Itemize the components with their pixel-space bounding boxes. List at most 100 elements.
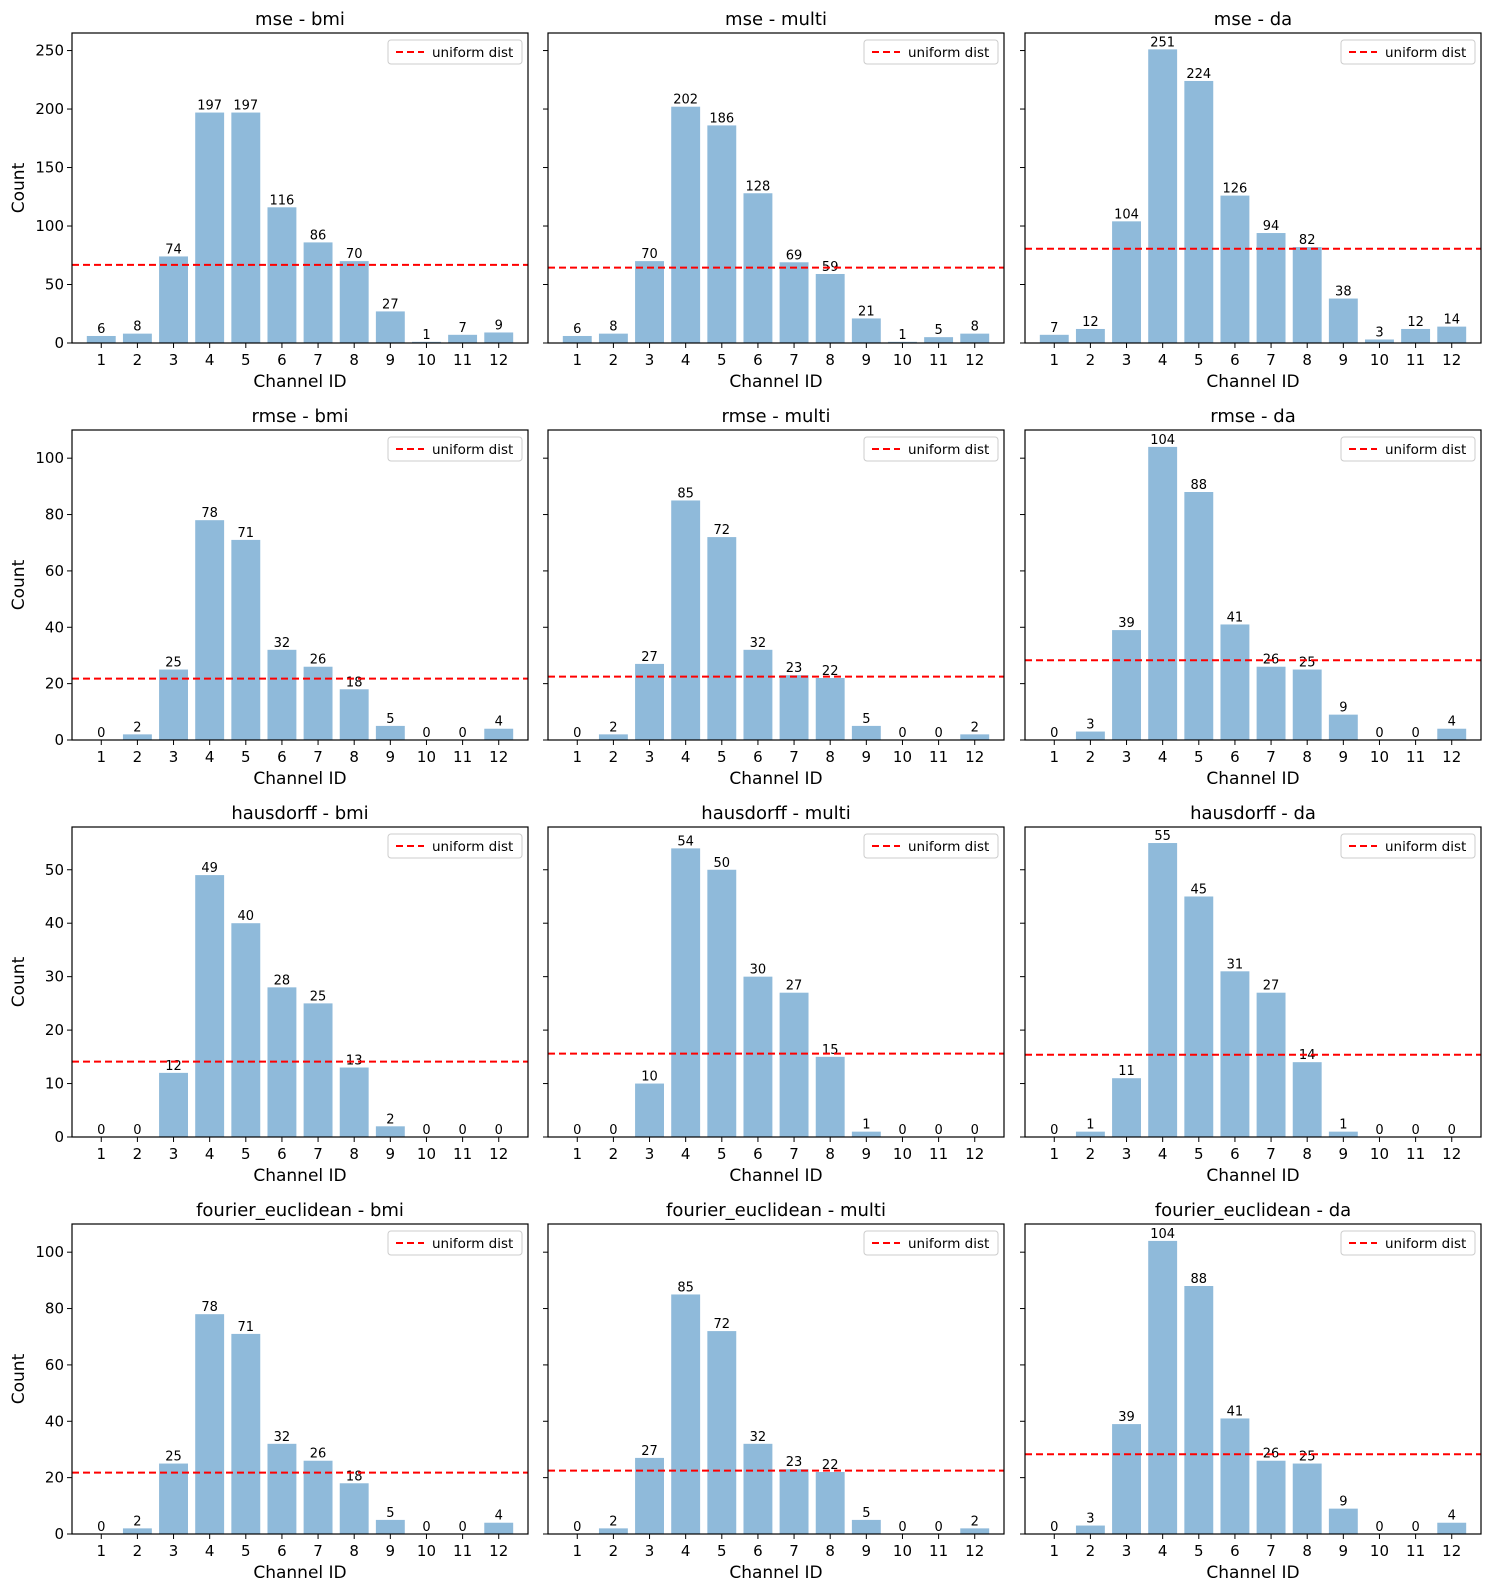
legend-label: uniform dist bbox=[432, 1236, 513, 1252]
legend-label: uniform dist bbox=[908, 45, 989, 61]
x-tick-label: 9 bbox=[862, 748, 872, 766]
x-tick-label: 3 bbox=[1122, 351, 1132, 369]
bar bbox=[1292, 1062, 1322, 1137]
bar bbox=[779, 675, 809, 740]
bar-value-label: 116 bbox=[270, 193, 295, 208]
bar-value-label: 5 bbox=[386, 1506, 394, 1521]
bar-value-label: 0 bbox=[934, 726, 942, 741]
bar-value-label: 86 bbox=[310, 228, 327, 243]
bar-value-label: 2 bbox=[609, 720, 617, 735]
x-tick-label: 1 bbox=[1049, 1542, 1059, 1560]
x-tick-label: 6 bbox=[1230, 1145, 1240, 1163]
x-tick-label: 4 bbox=[205, 1145, 215, 1163]
legend-box bbox=[863, 833, 999, 859]
bar bbox=[707, 537, 737, 740]
bar-value-label: 4 bbox=[495, 715, 503, 730]
bar-value-label: 3 bbox=[1086, 718, 1094, 733]
x-tick-label: 11 bbox=[453, 1542, 472, 1560]
bar-value-label: 14 bbox=[1443, 313, 1460, 328]
bar bbox=[743, 976, 773, 1137]
bar bbox=[635, 1457, 664, 1534]
bar bbox=[1039, 334, 1069, 343]
x-tick-label: 8 bbox=[1302, 1145, 1312, 1163]
bar bbox=[339, 261, 369, 343]
x-tick-label: 11 bbox=[453, 748, 472, 766]
x-tick-label: 8 bbox=[349, 1145, 359, 1163]
x-tick-label: 11 bbox=[929, 748, 948, 766]
axes-frame bbox=[1024, 1223, 1482, 1535]
x-tick-label: 5 bbox=[717, 748, 727, 766]
x-tick-label: 12 bbox=[965, 1145, 984, 1163]
x-tick-label: 6 bbox=[277, 748, 287, 766]
legend: uniform dist bbox=[863, 436, 999, 462]
bar-value-label: 14 bbox=[1299, 1048, 1316, 1063]
x-tick-label: 2 bbox=[1086, 351, 1096, 369]
bar-value-label: 38 bbox=[1335, 285, 1352, 300]
chart-title: rmse - multi bbox=[721, 406, 830, 427]
bar bbox=[1328, 714, 1358, 740]
x-tick-label: 9 bbox=[862, 1542, 872, 1560]
bar bbox=[779, 1469, 809, 1534]
bar bbox=[1148, 843, 1178, 1137]
bar bbox=[815, 273, 845, 343]
bar-value-label: 0 bbox=[458, 1520, 466, 1535]
bar-value-label: 224 bbox=[1186, 67, 1211, 82]
x-tick-label: 8 bbox=[349, 748, 359, 766]
x-tick-label: 12 bbox=[1442, 1542, 1461, 1560]
bar-value-label: 197 bbox=[233, 99, 258, 114]
x-tick-label: 7 bbox=[789, 1145, 799, 1163]
bar bbox=[707, 125, 737, 343]
x-tick-label: 11 bbox=[1406, 1145, 1425, 1163]
bar-value-label: 22 bbox=[822, 1458, 839, 1473]
legend: uniform dist bbox=[387, 39, 523, 65]
x-axis-label: Channel ID bbox=[729, 1563, 822, 1583]
x-tick-label: 3 bbox=[645, 1542, 655, 1560]
y-tick-label: 80 bbox=[45, 506, 64, 524]
legend-label: uniform dist bbox=[1385, 442, 1466, 458]
bar-value-label: 2 bbox=[971, 720, 979, 735]
bar bbox=[375, 1126, 405, 1137]
y-axis-label: Count bbox=[9, 956, 29, 1007]
bar bbox=[960, 1528, 990, 1534]
legend-label: uniform dist bbox=[908, 839, 989, 855]
bar-value-label: 4 bbox=[495, 1509, 503, 1524]
x-tick-label: 4 bbox=[205, 351, 215, 369]
bar-value-label: 251 bbox=[1150, 35, 1175, 50]
bar-value-label: 82 bbox=[1299, 233, 1316, 248]
bar bbox=[1148, 446, 1178, 740]
bar bbox=[1184, 1286, 1214, 1534]
x-tick-label: 3 bbox=[645, 351, 655, 369]
bar bbox=[1328, 1508, 1358, 1534]
bar bbox=[195, 875, 225, 1137]
x-axis-label: Channel ID bbox=[1206, 372, 1299, 392]
bar bbox=[635, 663, 664, 740]
legend-box bbox=[1340, 436, 1476, 462]
x-tick-label: 3 bbox=[169, 1542, 179, 1560]
x-tick-label: 11 bbox=[453, 1145, 472, 1163]
x-axis-label: Channel ID bbox=[253, 372, 346, 392]
x-tick-label: 1 bbox=[96, 351, 106, 369]
bar-value-label: 4 bbox=[1448, 1509, 1456, 1524]
x-tick-label: 7 bbox=[1266, 748, 1276, 766]
bar-value-label: 13 bbox=[346, 1054, 363, 1069]
bar bbox=[339, 689, 369, 740]
bar-value-label: 0 bbox=[971, 1123, 979, 1138]
bar-value-label: 27 bbox=[1263, 979, 1280, 994]
bar-value-label: 0 bbox=[1448, 1123, 1456, 1138]
bar-value-label: 9 bbox=[1339, 1495, 1347, 1510]
x-tick-label: 8 bbox=[349, 1542, 359, 1560]
x-tick-label: 6 bbox=[753, 748, 763, 766]
x-tick-label: 1 bbox=[96, 748, 106, 766]
x-tick-label: 5 bbox=[241, 351, 251, 369]
bar bbox=[960, 333, 990, 343]
x-tick-label: 9 bbox=[386, 351, 396, 369]
x-tick-label: 3 bbox=[1122, 1145, 1132, 1163]
x-tick-label: 12 bbox=[965, 351, 984, 369]
bar-value-label: 5 bbox=[862, 712, 870, 727]
x-tick-label: 10 bbox=[417, 351, 436, 369]
bar-value-label: 27 bbox=[641, 650, 658, 665]
legend-label: uniform dist bbox=[1385, 45, 1466, 61]
bar bbox=[267, 649, 297, 740]
legend: uniform dist bbox=[1340, 436, 1476, 462]
